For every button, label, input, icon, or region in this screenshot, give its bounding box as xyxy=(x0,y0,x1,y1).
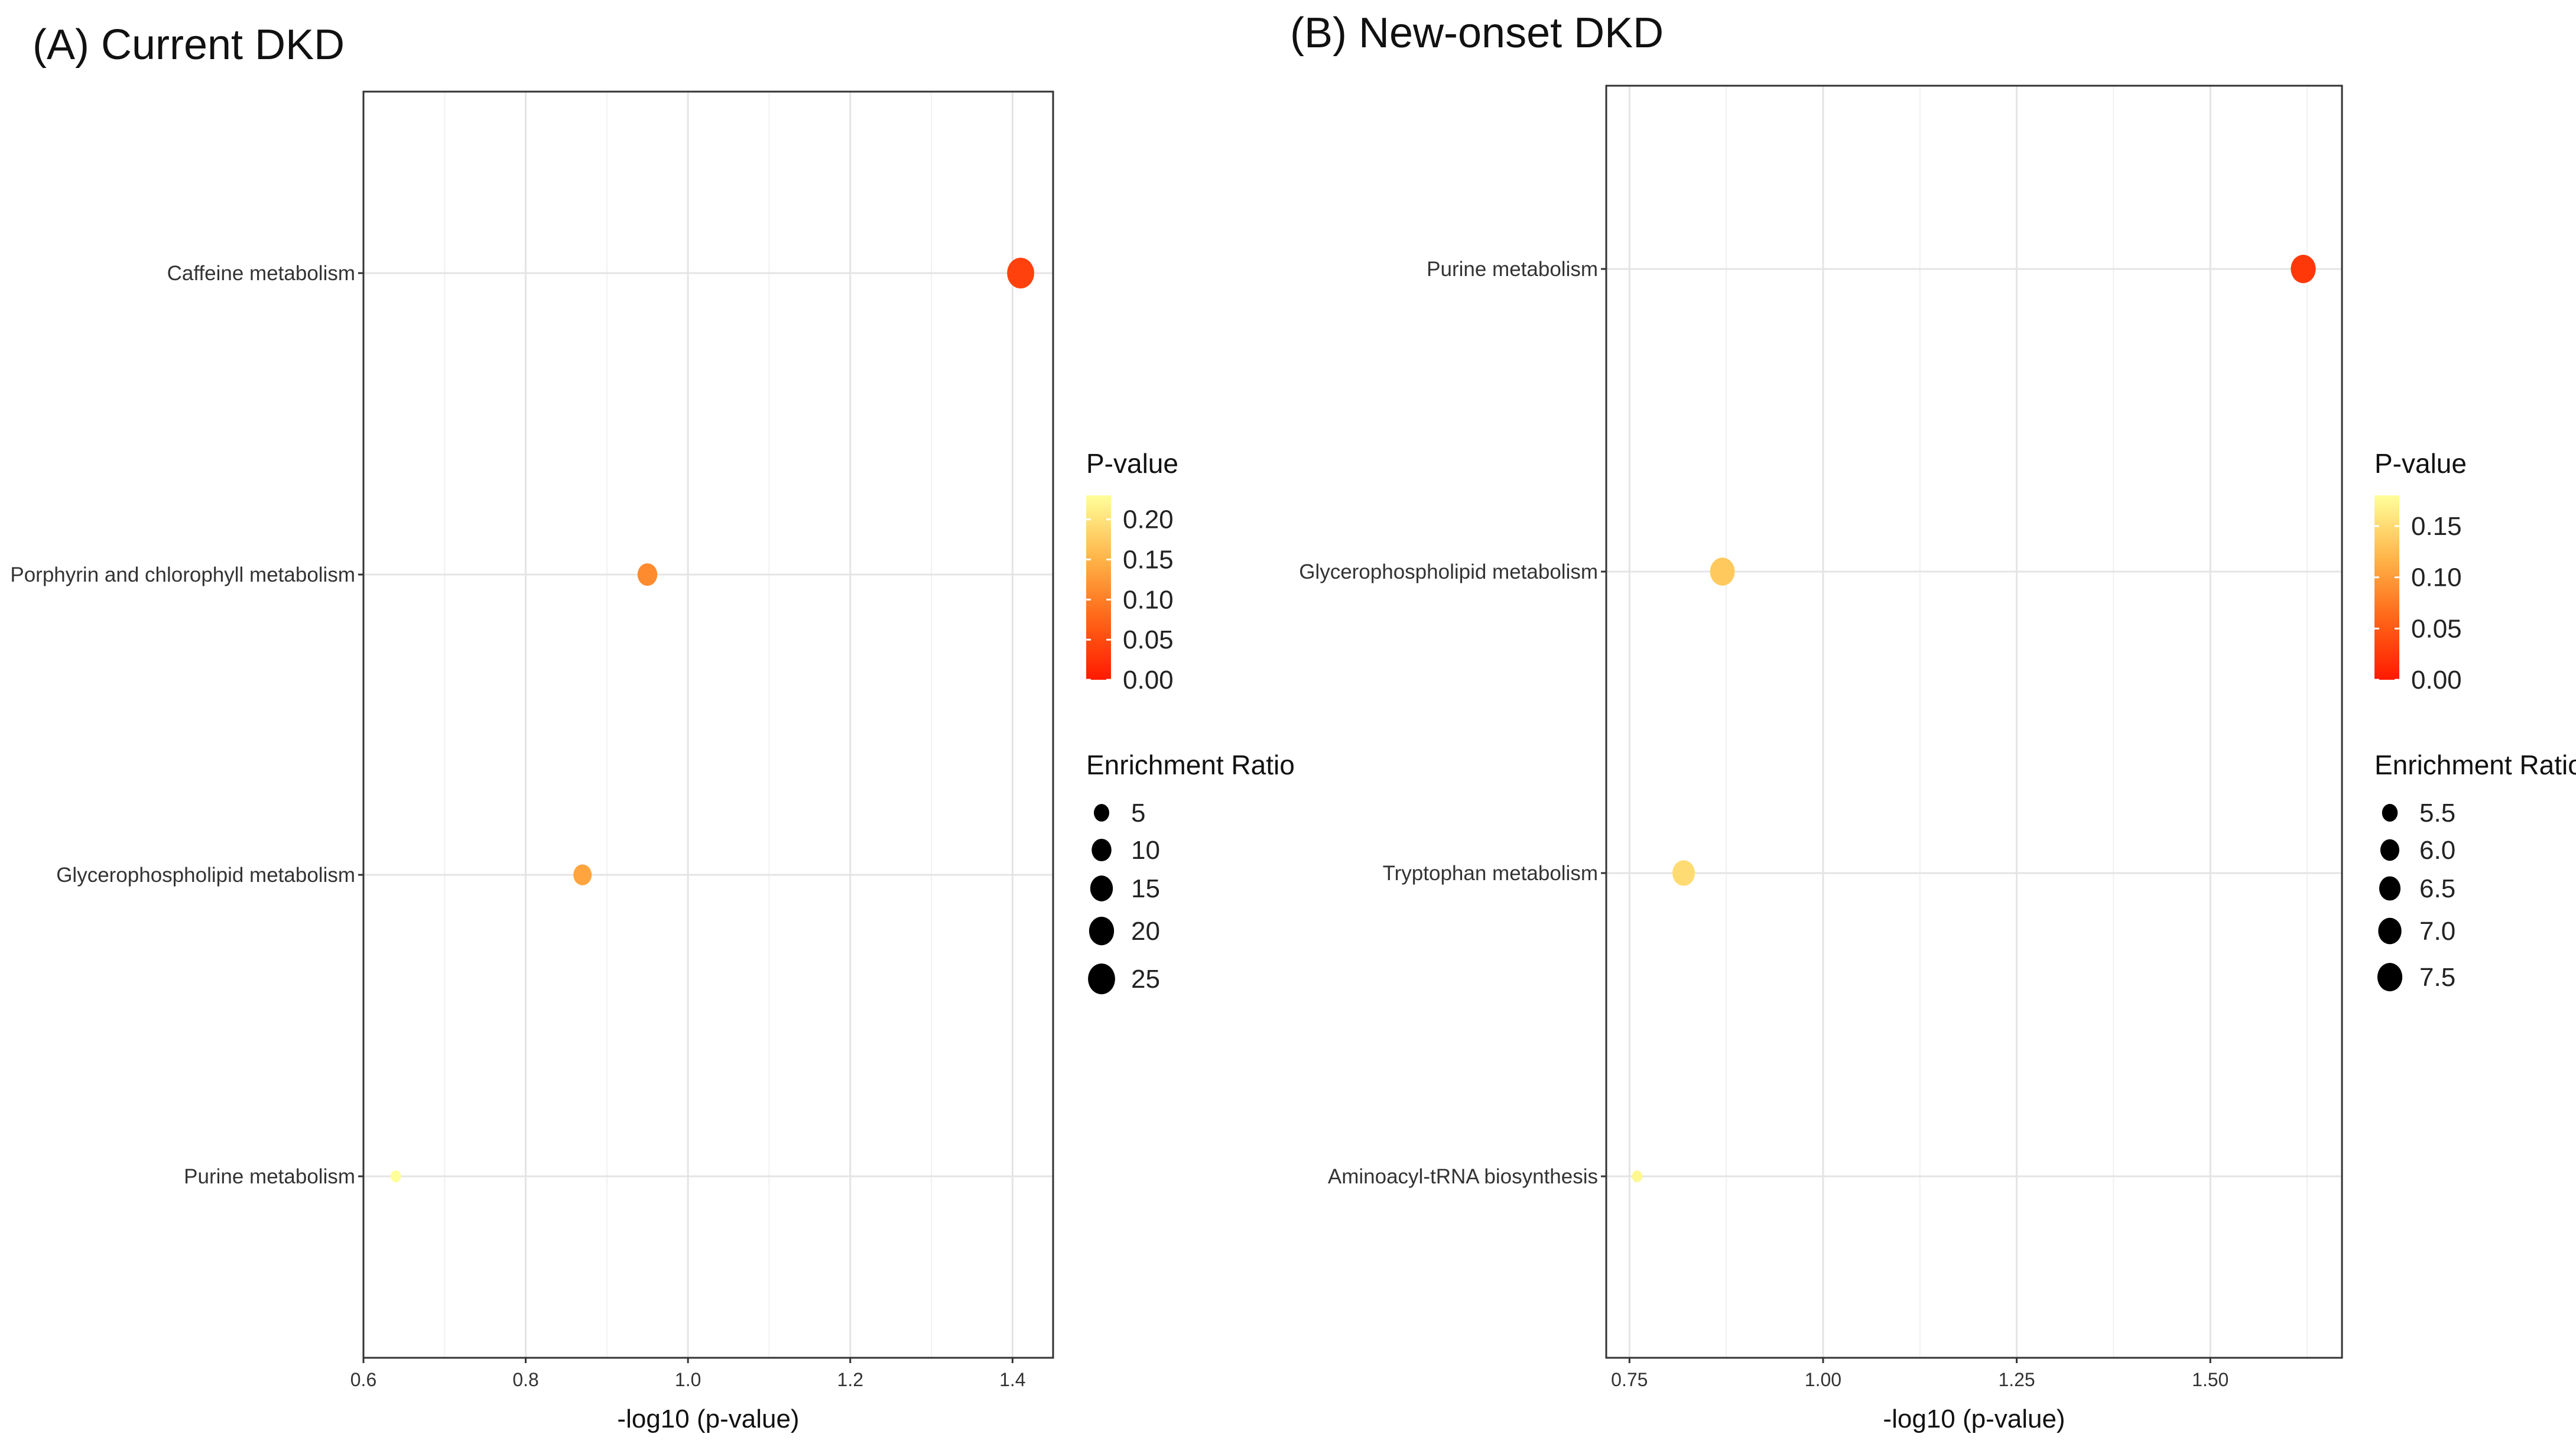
x-tick-label: 1.50 xyxy=(2192,1369,2229,1390)
size-legend-label: 7.0 xyxy=(2419,917,2455,946)
size-legend-key xyxy=(1093,804,1110,822)
colorbar-label: 0.10 xyxy=(2411,563,2462,592)
chart-title: (A) Current DKD xyxy=(33,21,345,69)
size-legend-key xyxy=(2378,917,2402,945)
size-legend-label: 6.5 xyxy=(2419,874,2455,903)
colorbar xyxy=(2374,495,2399,680)
data-point xyxy=(1672,860,1695,886)
category-label: Glycerophospholipid metabolism xyxy=(56,864,355,887)
chart-title: (B) New-onset DKD xyxy=(1290,9,1664,57)
size-legend-key xyxy=(2377,963,2403,991)
size-legend-key xyxy=(1090,875,1113,901)
size-legend-label: 20 xyxy=(1131,917,1160,946)
legend-title-pvalue: P-value xyxy=(2374,448,2467,479)
category-label: Porphyrin and chlorophyll metabolism xyxy=(10,563,355,586)
plot-border xyxy=(362,90,1054,1359)
x-tick-label: 1.00 xyxy=(1805,1369,1841,1390)
colorbar-label: 0.10 xyxy=(1123,585,1174,614)
colorbar-label: 0.15 xyxy=(2411,512,2462,541)
data-point xyxy=(391,1170,401,1182)
data-point xyxy=(573,864,592,885)
size-legend-key xyxy=(1092,838,1112,862)
data-point xyxy=(2291,255,2316,283)
x-tick-label: 1.0 xyxy=(675,1369,701,1390)
x-axis-label: -log10 (p-value) xyxy=(1883,1404,2065,1433)
legend-title-enrichment: Enrichment Ratio xyxy=(1086,750,1295,780)
legend-title-enrichment: Enrichment Ratio xyxy=(2374,750,2576,780)
category-label: Glycerophospholipid metabolism xyxy=(1299,560,1598,583)
x-tick-label: 1.2 xyxy=(837,1369,863,1390)
size-legend-label: 6.0 xyxy=(2419,836,2455,865)
x-tick-label: 1.4 xyxy=(999,1369,1025,1390)
size-legend-key xyxy=(1089,916,1115,946)
category-label: Aminoacyl-tRNA biosynthesis xyxy=(1328,1165,1598,1188)
size-legend-label: 10 xyxy=(1131,836,1160,865)
colorbar-label: 0.20 xyxy=(1123,505,1174,534)
category-label: Tryptophan metabolism xyxy=(1383,862,1598,885)
colorbar-label: 0.00 xyxy=(1123,666,1174,695)
size-legend-label: 5 xyxy=(1131,799,1145,828)
size-legend-key xyxy=(2379,876,2401,901)
plot-area xyxy=(1606,86,2342,1358)
data-point xyxy=(1007,258,1034,288)
colorbar xyxy=(1086,495,1111,680)
x-tick-label: 0.6 xyxy=(350,1369,376,1390)
colorbar-label: 0.00 xyxy=(2411,666,2462,695)
colorbar-label: 0.15 xyxy=(1123,546,1174,575)
size-legend-label: 7.5 xyxy=(2419,963,2455,992)
colorbar-label: 0.05 xyxy=(1123,625,1174,654)
size-legend-key xyxy=(1088,964,1115,994)
x-axis-label: -log10 (p-value) xyxy=(617,1404,799,1433)
x-tick-label: 0.75 xyxy=(1611,1369,1648,1390)
legend-title-pvalue: P-value xyxy=(1086,448,1178,479)
size-legend-key xyxy=(2382,803,2398,822)
data-point xyxy=(1710,557,1735,586)
data-point xyxy=(1632,1170,1643,1182)
category-label: Purine metabolism xyxy=(184,1165,355,1188)
plot-border xyxy=(1605,85,2343,1359)
plot-area xyxy=(363,92,1053,1358)
panel-a: (A) Current DKD Caffeine metabolism Porphy… xyxy=(10,21,1294,1433)
size-legend-label: 5.5 xyxy=(2419,799,2455,828)
category-label: Caffeine metabolism xyxy=(167,262,355,285)
size-legend-key xyxy=(2380,839,2400,861)
colorbar-label: 0.05 xyxy=(2411,614,2462,643)
x-tick-label: 1.25 xyxy=(1998,1369,2035,1390)
category-label: Purine metabolism xyxy=(1427,258,1598,281)
panel-b: (B) New-onset DKD Purine metabolism Glycer… xyxy=(1290,9,2576,1433)
size-legend-label: 25 xyxy=(1131,965,1160,994)
size-legend-label: 15 xyxy=(1131,874,1160,903)
x-tick-label: 0.8 xyxy=(512,1369,538,1390)
data-point xyxy=(637,563,658,586)
